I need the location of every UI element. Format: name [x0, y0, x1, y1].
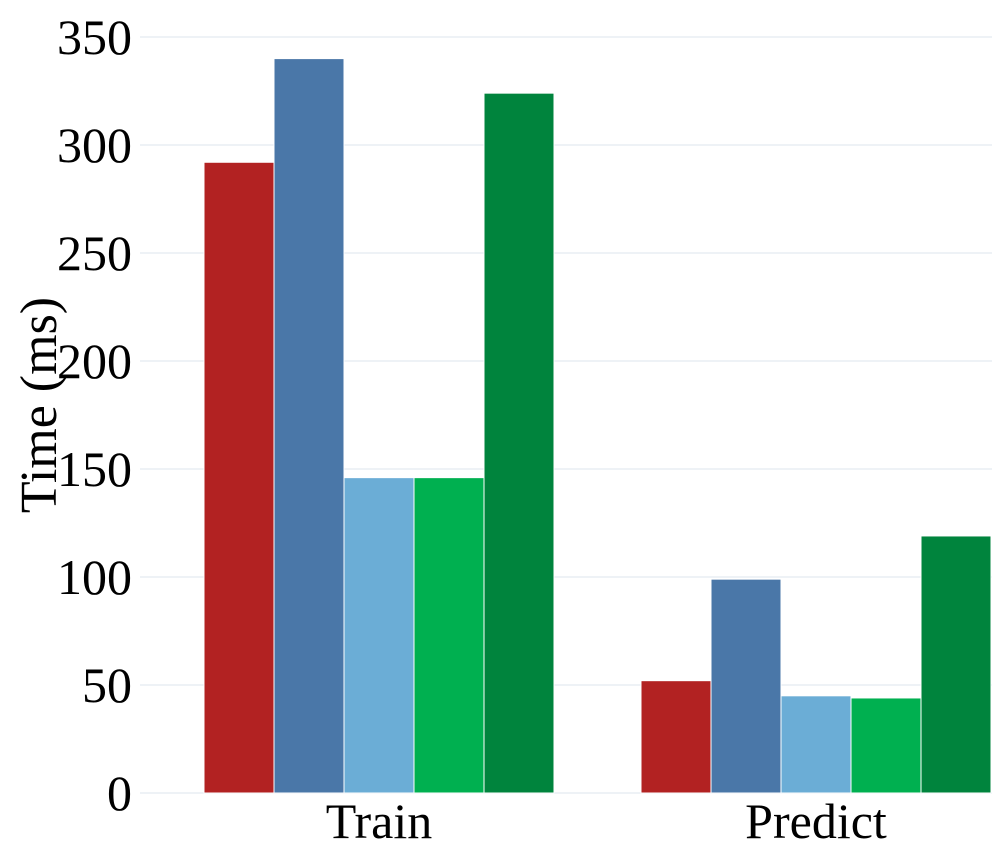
y-tick-label: 50 [82, 657, 132, 713]
y-tick-label: 200 [57, 333, 132, 389]
x-category-label-predict: Predict [745, 793, 887, 849]
y-axis-title: Time (ms) [11, 297, 68, 513]
bar-train-5 [483, 92, 555, 794]
x-category-label-train: Train [326, 793, 433, 849]
bar-train-1 [203, 161, 275, 794]
bar-predict-3 [780, 695, 852, 794]
y-tick-label: 250 [57, 225, 132, 281]
bar-predict-1 [640, 680, 712, 794]
y-tick-label: 150 [57, 441, 132, 497]
bars [203, 58, 992, 794]
y-tick-label: 300 [57, 117, 132, 173]
bar-train-3 [343, 477, 415, 794]
y-tick-label: 100 [57, 549, 132, 605]
y-tick-labels: 0 50 100 150 200 250 300 350 [57, 9, 132, 821]
bar-predict-4 [850, 697, 922, 794]
y-tick-label: 350 [57, 9, 132, 65]
bar-predict-2 [710, 578, 782, 794]
bar-train-2 [273, 58, 345, 794]
bar-predict-5 [920, 535, 992, 794]
y-tick-label: 0 [107, 765, 132, 821]
bar-train-4 [413, 477, 485, 794]
x-category-labels: Train Predict [326, 793, 887, 849]
